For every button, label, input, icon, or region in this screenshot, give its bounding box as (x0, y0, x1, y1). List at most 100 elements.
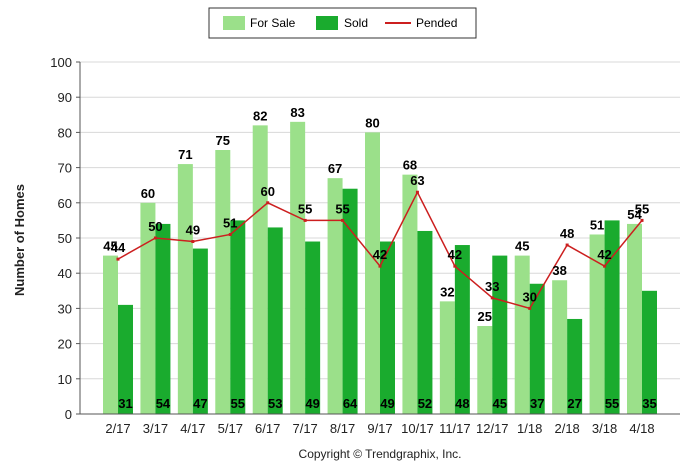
y-tick-label: 80 (58, 125, 72, 140)
bar-for-sale (290, 121, 306, 414)
pended-value-label: 50 (148, 219, 162, 234)
legend-label-for-sale: For Sale (250, 16, 296, 30)
pended-point (153, 236, 157, 240)
for-sale-value-label: 45 (515, 239, 529, 254)
x-tick-label: 1/18 (517, 421, 542, 436)
sold-value-label: 47 (193, 396, 207, 411)
pended-point (415, 190, 419, 194)
y-tick-label: 70 (58, 161, 72, 176)
y-tick-label: 50 (58, 231, 72, 246)
bar-for-sale (439, 301, 455, 414)
bar-for-sale (552, 280, 568, 414)
x-tick-label: 4/18 (629, 421, 654, 436)
x-tick-label: 6/17 (255, 421, 280, 436)
sold-value-label: 55 (231, 396, 245, 411)
bar-sold (192, 248, 208, 414)
pended-point (303, 218, 307, 222)
for-sale-value-label: 54 (627, 207, 642, 222)
bar-sold (380, 241, 395, 414)
pended-value-label: 30 (522, 289, 536, 304)
for-sale-value-label: 25 (478, 309, 492, 324)
bar-for-sale (177, 164, 193, 414)
pended-point (565, 243, 569, 247)
pended-value-label: 55 (635, 201, 649, 216)
legend: For Sale Sold Pended (208, 7, 477, 39)
bar-for-sale (215, 150, 231, 414)
bar-sold (155, 223, 171, 414)
y-tick-label: 0 (65, 407, 72, 422)
axes (79, 62, 680, 415)
for-sale-value-label: 82 (253, 108, 267, 123)
y-tick-label: 40 (58, 266, 72, 281)
for-sale-value-label: 75 (216, 133, 230, 148)
for-sale-value-label: 38 (552, 263, 566, 278)
bar-for-sale (140, 202, 156, 414)
bar-sold (492, 255, 508, 414)
x-tick-label: 8/17 (330, 421, 355, 436)
x-tick-label: 11/17 (439, 421, 471, 436)
x-tick-label: 12/17 (476, 421, 509, 436)
x-tick-label: 9/17 (367, 421, 392, 436)
y-tick-label: 10 (58, 372, 72, 387)
pended-value-label: 51 (223, 215, 237, 230)
sold-value-label: 37 (530, 396, 544, 411)
x-axis-ticks: 2/17 3/17 4/17 5/17 6/17 7/17 8/17 9/17 10/17 11/… (105, 421, 654, 436)
bar-for-sale (365, 132, 380, 414)
x-tick-label: 4/17 (180, 421, 205, 436)
pended-point (266, 201, 270, 205)
pended-value-label: 55 (298, 201, 312, 216)
pended-value-label: 48 (560, 226, 574, 241)
bars (103, 121, 657, 415)
pended-value-label: 63 (410, 173, 424, 188)
sold-value-label: 49 (380, 396, 394, 411)
bar-sold (417, 230, 433, 414)
sold-value-label: 54 (156, 396, 171, 411)
x-tick-label: 3/17 (143, 421, 168, 436)
bar-sold (642, 290, 657, 414)
pended-point (490, 296, 494, 300)
for-sale-value-label: 83 (290, 105, 304, 120)
pended-value-label: 42 (597, 247, 611, 262)
sold-value-label: 55 (605, 396, 619, 411)
sold-value-label: 64 (343, 396, 358, 411)
pended-line (116, 190, 644, 310)
bar-sold (118, 304, 133, 414)
pended-value-label: 60 (260, 184, 274, 199)
x-tick-label: 7/17 (292, 421, 317, 436)
data-labels: 45 31 44 60 54 50 71 47 49 75 55 51 82 53 60 83 49 55 67 64… (103, 105, 656, 411)
for-sale-value-label: 71 (178, 147, 192, 162)
legend-label-pended: Pended (416, 16, 457, 30)
x-tick-label: 10/17 (401, 421, 434, 436)
copyright-footer: Copyright © Trendgraphix, Inc. (299, 447, 462, 461)
bar-for-sale (627, 223, 642, 414)
pended-value-label: 49 (186, 223, 200, 238)
bar-sold (529, 283, 545, 414)
pended-point (640, 218, 644, 222)
legend-swatch-for-sale (223, 16, 245, 30)
pended-value-label: 42 (448, 247, 462, 262)
pended-point (116, 257, 120, 261)
pended-point (453, 264, 457, 268)
for-sale-value-label: 68 (403, 158, 417, 173)
bar-for-sale (327, 178, 343, 414)
bar-sold (454, 245, 470, 414)
bar-sold (230, 220, 246, 414)
for-sale-value-label: 67 (328, 161, 342, 176)
bar-for-sale (589, 234, 605, 414)
x-tick-label: 3/18 (592, 421, 617, 436)
for-sale-value-label: 80 (365, 115, 379, 130)
for-sale-value-label: 51 (590, 217, 604, 232)
bar-sold (567, 318, 583, 414)
bar-sold (267, 227, 283, 414)
bar-for-sale (103, 255, 118, 414)
sold-value-label: 48 (455, 396, 469, 411)
y-axis-label: Number of Homes (12, 184, 27, 296)
y-tick-label: 100 (50, 55, 72, 70)
pended-point (378, 264, 382, 268)
pended-point (603, 264, 607, 268)
for-sale-value-label: 32 (440, 284, 454, 299)
bar-for-sale (514, 255, 530, 414)
pended-point (341, 218, 345, 222)
y-axis-ticks: 0 10 20 30 40 50 60 70 80 90 100 (50, 55, 80, 422)
